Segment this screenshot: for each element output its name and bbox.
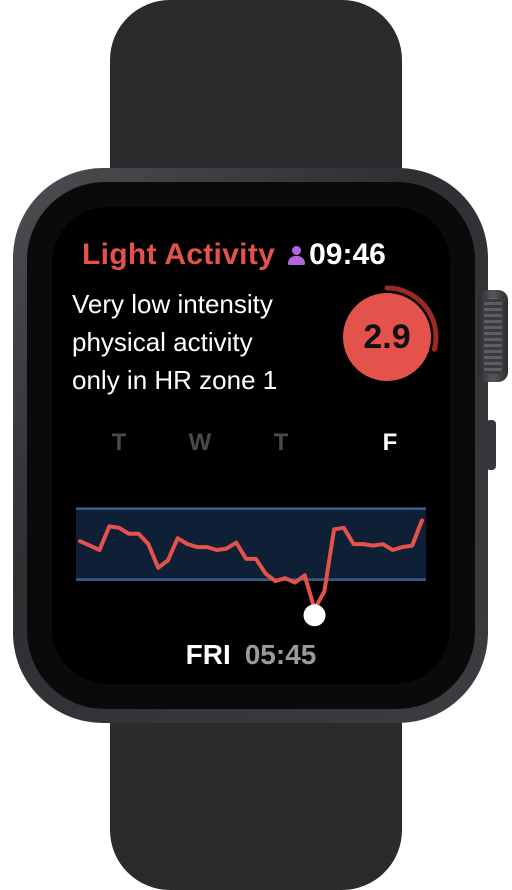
watch-screen: Light Activity 09:46 Very low intensity … [52, 207, 450, 684]
header: Light Activity 09:46 [82, 235, 422, 275]
selected-time-readout: FRI 05:45 [52, 637, 450, 673]
day-tue[interactable]: T [111, 429, 127, 456]
description-line: only in HR zone 1 [72, 365, 278, 395]
activity-description: Very low intensity physical activity onl… [72, 285, 342, 399]
score-disc [343, 293, 431, 381]
selected-point-marker[interactable] [303, 604, 326, 627]
description-line: Very low intensity [72, 289, 273, 319]
selected-day: FRI [185, 639, 231, 670]
app-title: Light Activity [82, 238, 276, 271]
side-button[interactable] [486, 420, 496, 470]
score-ring-graphic [343, 285, 439, 381]
score-ring[interactable]: 2.9 [335, 285, 439, 389]
score-value: 2.9 [363, 317, 411, 356]
watch-strap-top [110, 0, 402, 200]
day-thu[interactable]: T [273, 429, 289, 456]
day-selector: T W T F [52, 429, 450, 459]
person-icon [287, 244, 306, 266]
clock-time: 09:46 [309, 238, 386, 271]
heart-rate-chart[interactable] [76, 475, 426, 635]
description-line: physical activity [72, 327, 253, 357]
day-fri[interactable]: F [382, 429, 398, 456]
digital-crown[interactable] [478, 290, 508, 382]
score-progress-arc [384, 285, 439, 352]
watch-strap-bottom [110, 690, 402, 890]
day-wed[interactable]: W [188, 429, 212, 456]
heart-rate-line [78, 518, 424, 612]
selected-time: 05:45 [244, 639, 317, 670]
